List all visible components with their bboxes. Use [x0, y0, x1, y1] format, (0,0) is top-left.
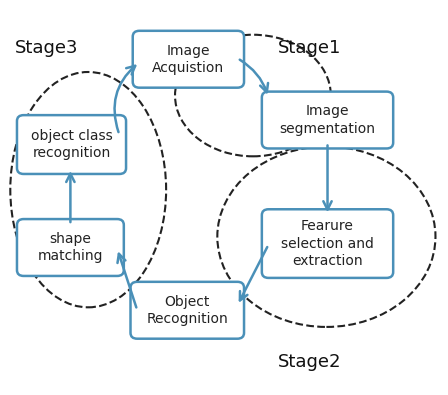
- Text: Fearure
selection and
extraction: Fearure selection and extraction: [281, 219, 374, 268]
- FancyBboxPatch shape: [262, 209, 393, 278]
- Text: Stage2: Stage2: [277, 353, 341, 371]
- Text: Image
Acquistion: Image Acquistion: [152, 43, 224, 75]
- FancyBboxPatch shape: [130, 282, 244, 339]
- Text: Object
Recognition: Object Recognition: [146, 295, 228, 326]
- FancyBboxPatch shape: [17, 219, 124, 276]
- FancyBboxPatch shape: [17, 115, 126, 174]
- Text: Stage1: Stage1: [277, 40, 341, 57]
- Text: shape
matching: shape matching: [38, 232, 103, 263]
- Text: object class
recognition: object class recognition: [30, 129, 112, 160]
- FancyBboxPatch shape: [262, 92, 393, 149]
- Text: Stage3: Stage3: [15, 40, 78, 57]
- Text: Image
segmentation: Image segmentation: [280, 104, 375, 136]
- FancyBboxPatch shape: [133, 31, 244, 88]
